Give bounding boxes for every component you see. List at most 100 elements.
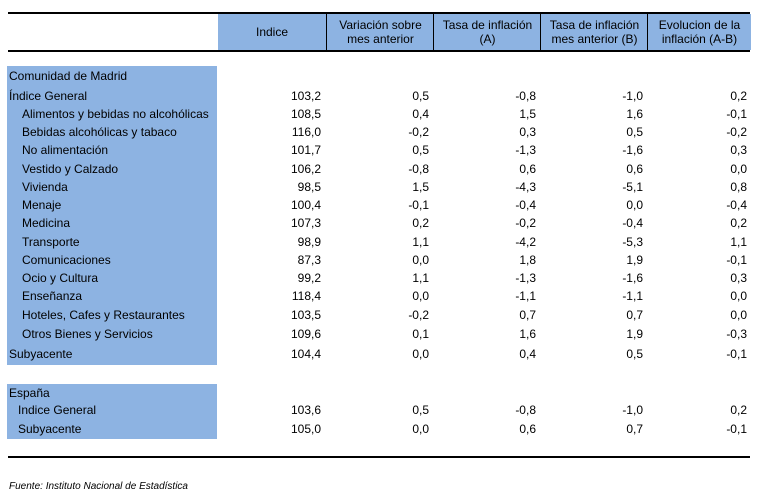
section-title-row: España bbox=[0, 384, 769, 402]
row-label: Vestido y Calzado bbox=[22, 162, 119, 176]
header-indice-line1: Indice bbox=[255, 25, 289, 39]
cell-tasa-a: -1,3 bbox=[515, 143, 536, 157]
cell-tasa-b: 1,9 bbox=[626, 253, 643, 267]
header-tasa-a: Tasa de inflación (A) bbox=[433, 14, 541, 50]
cell-tasa-b: -5,1 bbox=[622, 180, 643, 194]
cell-variacion: 0,4 bbox=[412, 107, 429, 121]
cell-tasa-b: 1,9 bbox=[626, 327, 643, 341]
table-header: Indice Variación sobre mes anterior Tasa… bbox=[8, 12, 751, 52]
cell-tasa-a: -4,3 bbox=[515, 180, 536, 194]
cell-evolucion: -0,4 bbox=[726, 198, 747, 212]
header-tasa-a-line1: Tasa de inflación bbox=[442, 18, 533, 32]
table-row: Ocio y Cultura 99,2 1,1 -1,3 -1,6 0,3 bbox=[0, 269, 769, 287]
row-label: No alimentación bbox=[22, 143, 109, 157]
cell-indice: 101,7 bbox=[290, 143, 321, 157]
cell-evolucion: -0,1 bbox=[726, 422, 747, 436]
row-label: Comunicaciones bbox=[22, 253, 111, 267]
table-row: Transporte 98,9 1,1 -4,2 -5,3 1,1 bbox=[0, 233, 769, 251]
row-label: Otros Bienes y Servicios bbox=[22, 327, 153, 341]
row-label: Subyacente bbox=[9, 347, 73, 361]
cell-variacion: 0,0 bbox=[412, 347, 429, 361]
cell-tasa-a: 0,4 bbox=[519, 347, 536, 361]
section-title-row: Comunidad de Madrid bbox=[0, 67, 769, 85]
cell-evolucion: 0,2 bbox=[730, 89, 747, 103]
table-row: Hoteles, Cafes y Restaurantes 103,5 -0,2 0,… bbox=[0, 306, 769, 324]
cell-variacion: 0,5 bbox=[412, 403, 429, 417]
cell-tasa-a: 0,6 bbox=[519, 422, 536, 436]
cell-tasa-a: 0,7 bbox=[519, 308, 536, 322]
cell-evolucion: 0,0 bbox=[730, 289, 747, 303]
cell-variacion: 0,2 bbox=[412, 216, 429, 230]
cell-tasa-a: 0,6 bbox=[519, 162, 536, 176]
table-row: Alimentos y bebidas no alcohólicas 108,5 0… bbox=[0, 105, 769, 123]
cell-tasa-a: -0,2 bbox=[515, 216, 536, 230]
cell-tasa-b: 0,6 bbox=[626, 162, 643, 176]
row-label: Índice General bbox=[9, 89, 88, 103]
cell-variacion: 1,1 bbox=[412, 235, 429, 249]
cell-tasa-b: -0,4 bbox=[622, 216, 643, 230]
footer-rule bbox=[8, 456, 750, 458]
cell-indice: 100,4 bbox=[290, 198, 321, 212]
cell-indice: 116,0 bbox=[291, 125, 321, 139]
cell-tasa-a: 1,6 bbox=[519, 327, 536, 341]
cell-tasa-a: -1,3 bbox=[515, 271, 536, 285]
header-blank-cell bbox=[8, 14, 218, 50]
cell-tasa-b: -1,0 bbox=[622, 89, 643, 103]
header-evolucion-line1: Evolucion de la bbox=[658, 18, 741, 32]
section-title-spain: España bbox=[9, 386, 50, 400]
spain-label-column bbox=[7, 384, 217, 439]
header-tasa-b: Tasa de inflación mes anterior (B) bbox=[540, 14, 648, 50]
cell-indice: 106,2 bbox=[290, 162, 321, 176]
cell-tasa-a: 1,5 bbox=[519, 107, 536, 121]
cell-tasa-a: -0,4 bbox=[515, 198, 536, 212]
cell-tasa-b: 0,7 bbox=[626, 308, 643, 322]
cell-tasa-b: -5,3 bbox=[622, 235, 643, 249]
cell-evolucion: -0,1 bbox=[726, 253, 747, 267]
cell-evolucion: 0,2 bbox=[730, 216, 747, 230]
row-label: Ocio y Cultura bbox=[22, 271, 99, 285]
header-tasa-b-line2: mes anterior (B) bbox=[551, 32, 638, 46]
cell-tasa-b: -1,1 bbox=[622, 289, 643, 303]
cell-tasa-b: -1,6 bbox=[622, 143, 643, 157]
row-label: Alimentos y bebidas no alcohólicas bbox=[22, 107, 209, 121]
header-evolucion: Evolucion de la inflación (A-B) bbox=[647, 14, 751, 50]
table-row: Índice General 103,2 0,5 -0,8 -1,0 0,2 bbox=[0, 87, 769, 105]
cell-indice: 105,0 bbox=[290, 422, 321, 436]
table-row: Menaje 100,4 -0,1 -0,4 0,0 -0,4 bbox=[0, 196, 769, 214]
row-label: Vivienda bbox=[22, 180, 68, 194]
header-tasa-b-line1: Tasa de inflación bbox=[549, 18, 640, 32]
row-label: Transporte bbox=[22, 235, 80, 249]
header-variacion: Variación sobre mes anterior bbox=[326, 14, 434, 50]
header-variacion-line2: mes anterior bbox=[347, 32, 414, 46]
header-evolucion-line2: inflación (A-B) bbox=[661, 32, 738, 46]
cell-evolucion: -0,3 bbox=[726, 327, 747, 341]
row-label: Indice General bbox=[18, 403, 97, 417]
cell-indice: 108,5 bbox=[290, 107, 321, 121]
cell-indice: 87,3 bbox=[297, 253, 321, 267]
cell-tasa-b: 0,5 bbox=[626, 125, 643, 139]
cell-variacion: 0,0 bbox=[412, 422, 429, 436]
cell-indice: 99,2 bbox=[297, 271, 321, 285]
table-row: Bebidas alcohólicas y tabaco 116,0 -0,2 0,3… bbox=[0, 123, 769, 141]
cell-tasa-b: 0,7 bbox=[626, 422, 643, 436]
cell-tasa-a: -4,2 bbox=[515, 235, 536, 249]
header-variacion-line1: Variación sobre bbox=[339, 18, 422, 32]
cell-variacion: -0,2 bbox=[408, 308, 429, 322]
table-row: Subyacente 104,4 0,0 0,4 0,5 -0,1 bbox=[0, 345, 769, 363]
cell-indice: 103,6 bbox=[290, 403, 321, 417]
cell-indice: 118,4 bbox=[291, 289, 321, 303]
row-label: Bebidas alcohólicas y tabaco bbox=[22, 125, 177, 139]
header-indice: Indice bbox=[218, 14, 326, 50]
cell-tasa-a: -0,8 bbox=[515, 89, 536, 103]
row-label: Enseñanza bbox=[22, 289, 83, 303]
cell-tasa-a: -1,1 bbox=[515, 289, 536, 303]
table-row: Subyacente 105,0 0,0 0,6 0,7 -0,1 bbox=[0, 420, 769, 438]
cell-evolucion: 0,8 bbox=[730, 180, 747, 194]
cell-variacion: 0,1 bbox=[412, 327, 429, 341]
cell-evolucion: 0,3 bbox=[730, 271, 747, 285]
cell-indice: 104,4 bbox=[290, 347, 321, 361]
cell-evolucion: 0,3 bbox=[730, 143, 747, 157]
cell-evolucion: -0,2 bbox=[726, 125, 747, 139]
cell-variacion: 0,0 bbox=[412, 289, 429, 303]
table-row: Medicina 107,3 0,2 -0,2 -0,4 0,2 bbox=[0, 214, 769, 232]
